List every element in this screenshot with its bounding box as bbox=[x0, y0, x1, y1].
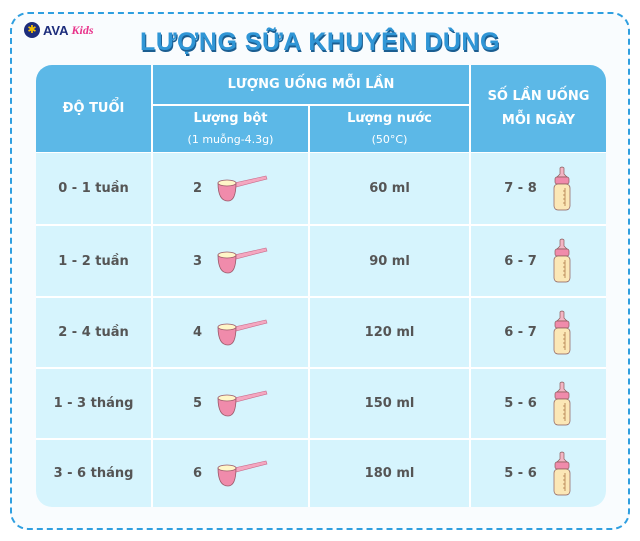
measuring-scoop-icon bbox=[217, 247, 268, 274]
header-per-feed: LƯỢNG UỐNG MỖI LẦN bbox=[153, 65, 469, 104]
water-cell: 120 ml bbox=[310, 298, 469, 367]
age-cell: 0 - 1 tuần bbox=[36, 153, 151, 224]
baby-bottle-icon bbox=[553, 310, 571, 354]
header-times: SỐ LẦN UỐNG MỖI NGÀY bbox=[471, 65, 606, 152]
age-cell: 2 - 4 tuần bbox=[36, 298, 151, 367]
powder-cell: 4 bbox=[153, 298, 308, 367]
times-cell: 7 - 8 bbox=[471, 153, 606, 224]
powder-cell: 2 bbox=[153, 153, 308, 224]
water-cell: 180 ml bbox=[310, 440, 469, 507]
water-cell: 90 ml bbox=[310, 226, 469, 296]
measuring-scoop-icon bbox=[217, 460, 268, 486]
baby-bottle-icon bbox=[553, 451, 571, 495]
measuring-scoop-icon bbox=[217, 175, 268, 201]
powder-cell: 6 bbox=[153, 440, 308, 507]
feeding-table: ĐỘ TUỔI LƯỢNG UỐNG MỖI LẦN Lượng bột (1 m… bbox=[36, 65, 606, 507]
water-cell: 60 ml bbox=[310, 153, 469, 224]
ava-kids-logo: ✱ AVA Kids bbox=[24, 22, 94, 38]
measuring-scoop-icon bbox=[217, 319, 268, 345]
measuring-scoop-icon bbox=[217, 390, 268, 416]
baby-bottle-icon bbox=[553, 238, 571, 283]
age-cell: 1 - 2 tuần bbox=[36, 226, 151, 296]
times-cell: 5 - 6 bbox=[471, 440, 606, 507]
times-cell: 5 - 6 bbox=[471, 369, 606, 438]
header-age: ĐỘ TUỔI bbox=[36, 65, 151, 152]
logo-star-icon: ✱ bbox=[24, 22, 40, 38]
powder-cell: 5 bbox=[153, 369, 308, 438]
times-cell: 6 - 7 bbox=[471, 298, 606, 367]
water-cell: 150 ml bbox=[310, 369, 469, 438]
powder-cell: 3 bbox=[153, 226, 308, 296]
age-cell: 3 - 6 tháng bbox=[36, 440, 151, 507]
times-cell: 6 - 7 bbox=[471, 226, 606, 296]
baby-bottle-icon bbox=[553, 381, 571, 425]
age-cell: 1 - 3 tháng bbox=[36, 369, 151, 438]
header-powder: Lượng bột (1 muỗng-4.3g) bbox=[153, 106, 308, 152]
page-title: LƯỢNG SỮA KHUYÊN DÙNG bbox=[140, 28, 500, 56]
header-water: Lượng nước (50°C) bbox=[310, 106, 469, 152]
baby-bottle-icon bbox=[553, 166, 571, 210]
